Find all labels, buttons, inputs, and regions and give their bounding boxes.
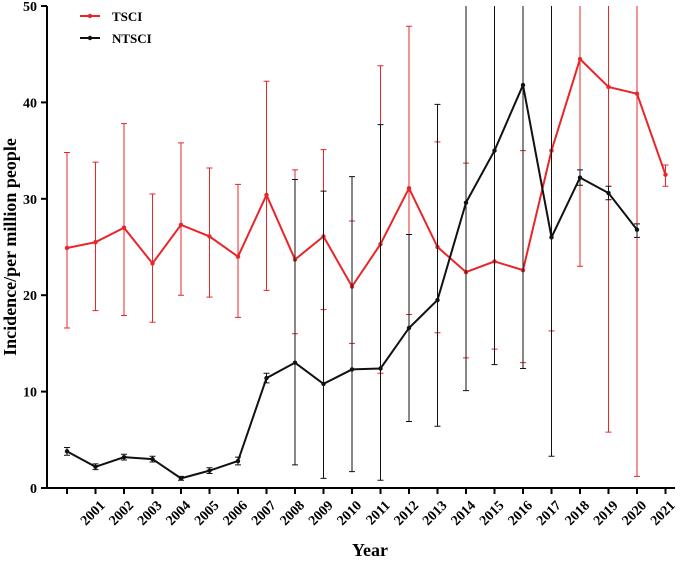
point xyxy=(264,375,269,381)
x-tick-label: 2020 xyxy=(620,498,650,528)
error-bar xyxy=(64,152,70,329)
point xyxy=(64,245,70,251)
point xyxy=(406,325,412,331)
x-tick-label: 2005 xyxy=(192,498,222,528)
x-tick-label: 2019 xyxy=(591,498,621,528)
error-bar xyxy=(491,6,498,366)
y-tick-label: 50 xyxy=(23,0,37,15)
error-bar xyxy=(178,142,184,296)
point xyxy=(64,449,70,454)
point xyxy=(634,227,640,232)
error-bar xyxy=(520,6,526,369)
series-line xyxy=(66,57,667,289)
point xyxy=(235,458,241,464)
point xyxy=(150,261,155,266)
legend-marker xyxy=(87,35,93,41)
point xyxy=(520,82,526,88)
y-tick-label: 30 xyxy=(23,193,37,208)
point xyxy=(121,454,127,460)
point xyxy=(93,239,98,245)
x-tick-label: 2010 xyxy=(335,498,365,528)
x-tick-label: 2015 xyxy=(477,498,507,528)
error-bar xyxy=(463,6,469,392)
point xyxy=(577,175,583,180)
error-bar xyxy=(206,167,213,298)
point xyxy=(549,235,554,240)
point xyxy=(150,456,155,462)
error-bar xyxy=(548,6,555,457)
error-bar xyxy=(320,190,327,479)
error-bar xyxy=(349,176,355,473)
x-tick-label: 2021 xyxy=(648,498,678,528)
point xyxy=(178,222,184,228)
point xyxy=(634,91,640,96)
point xyxy=(349,367,355,372)
error-bar xyxy=(263,80,270,291)
y-tick-label: 40 xyxy=(23,96,37,111)
point xyxy=(378,366,383,371)
y-tick-label: 10 xyxy=(23,386,37,401)
x-tick-label: 2004 xyxy=(164,498,194,528)
error-bar xyxy=(235,183,241,318)
point xyxy=(577,56,583,62)
error-bar xyxy=(605,6,612,433)
x-tick-label: 2011 xyxy=(364,498,394,528)
error-bar xyxy=(121,123,127,316)
x-tick-label: 2009 xyxy=(306,498,336,528)
point xyxy=(663,172,668,177)
point xyxy=(463,200,469,205)
x-tick-label: 2013 xyxy=(420,498,450,528)
point xyxy=(121,225,127,230)
legend-label: NTSCI xyxy=(112,31,152,46)
legend-label: TSCI xyxy=(112,9,142,24)
error-bar xyxy=(377,124,384,481)
error-bar xyxy=(634,6,640,477)
x-tick-label: 2018 xyxy=(563,498,593,528)
x-tick-label: 2003 xyxy=(135,498,165,528)
error-bar xyxy=(92,161,99,312)
y-axis-label: Incidence/per million people xyxy=(0,138,20,356)
point xyxy=(606,84,611,90)
x-tick-label: 2014 xyxy=(449,498,479,528)
point xyxy=(264,192,269,198)
point xyxy=(207,468,212,473)
error-bar xyxy=(292,179,298,466)
point xyxy=(406,185,412,191)
point xyxy=(93,464,98,469)
x-tick-label: 2016 xyxy=(506,498,536,528)
y-tick-label: 0 xyxy=(30,482,37,497)
x-tick-label: 2007 xyxy=(249,498,279,528)
point xyxy=(492,148,497,153)
error-bar xyxy=(149,193,156,323)
x-axis-label: Year xyxy=(352,540,388,560)
x-tick-label: 2017 xyxy=(534,498,564,528)
point xyxy=(435,297,440,303)
point xyxy=(235,254,241,259)
x-tick-label: 2001 xyxy=(78,498,108,528)
plot-area xyxy=(64,6,669,481)
point xyxy=(292,360,298,365)
point xyxy=(178,476,184,481)
x-tick-label: 2002 xyxy=(107,498,137,528)
y-tick-label: 20 xyxy=(23,289,37,304)
x-tick-label: 2012 xyxy=(392,498,422,528)
x-tick-label: 2006 xyxy=(221,498,251,528)
error-bar xyxy=(434,103,441,427)
x-tick-label: 2008 xyxy=(278,498,308,528)
point xyxy=(606,190,611,196)
point xyxy=(207,234,212,239)
legend-marker xyxy=(87,13,93,19)
point xyxy=(321,381,326,387)
error-bar xyxy=(577,6,583,267)
